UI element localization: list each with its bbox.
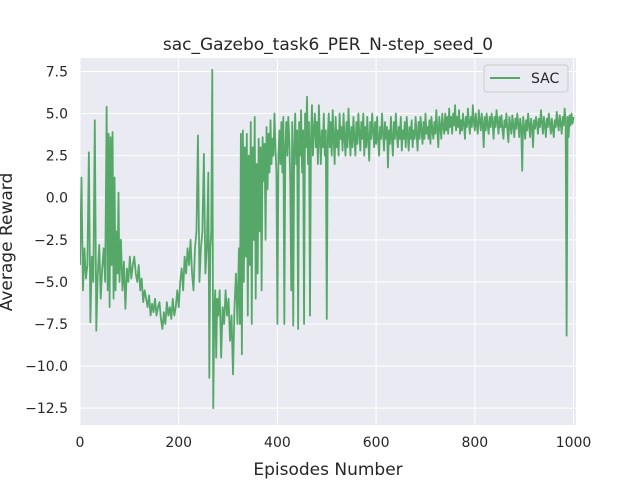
y-tick-label: 0.0 [46,191,68,207]
y-tick-label: 5.0 [46,107,68,123]
y-tick-label: −12.5 [25,401,68,417]
y-axis-label: Average Reward [0,173,17,312]
series-layer [80,68,575,410]
x-tick-label: 200 [165,435,192,451]
chart-title: sac_Gazebo_task6_PER_N-step_seed_0 [163,35,493,55]
y-tick-label: −5.0 [34,275,68,291]
y-tick-labels: −12.5 −10.0 −7.5 −5.0 −2.5 0.0 2.5 5.0 7.5 [25,64,68,417]
y-tick-label: −10.0 [25,359,68,375]
x-tick-label: 400 [264,435,291,451]
series-line-sac [80,68,575,410]
y-tick-label: −7.5 [34,317,68,333]
legend-label-sac: SAC [531,71,559,87]
legend: SAC [483,64,569,93]
x-tick-labels: 0 200 400 600 800 1000 [76,435,592,451]
y-tick-label: 7.5 [46,64,68,80]
x-tick-label: 1000 [556,435,592,451]
x-tick-label: 600 [363,435,390,451]
x-axis-label: Episodes Number [253,460,402,480]
x-tick-label: 0 [76,435,85,451]
y-tick-label: −2.5 [34,233,68,249]
legend-frame [483,64,569,93]
x-tick-label: 800 [461,435,488,451]
y-tick-label: 2.5 [46,149,68,165]
